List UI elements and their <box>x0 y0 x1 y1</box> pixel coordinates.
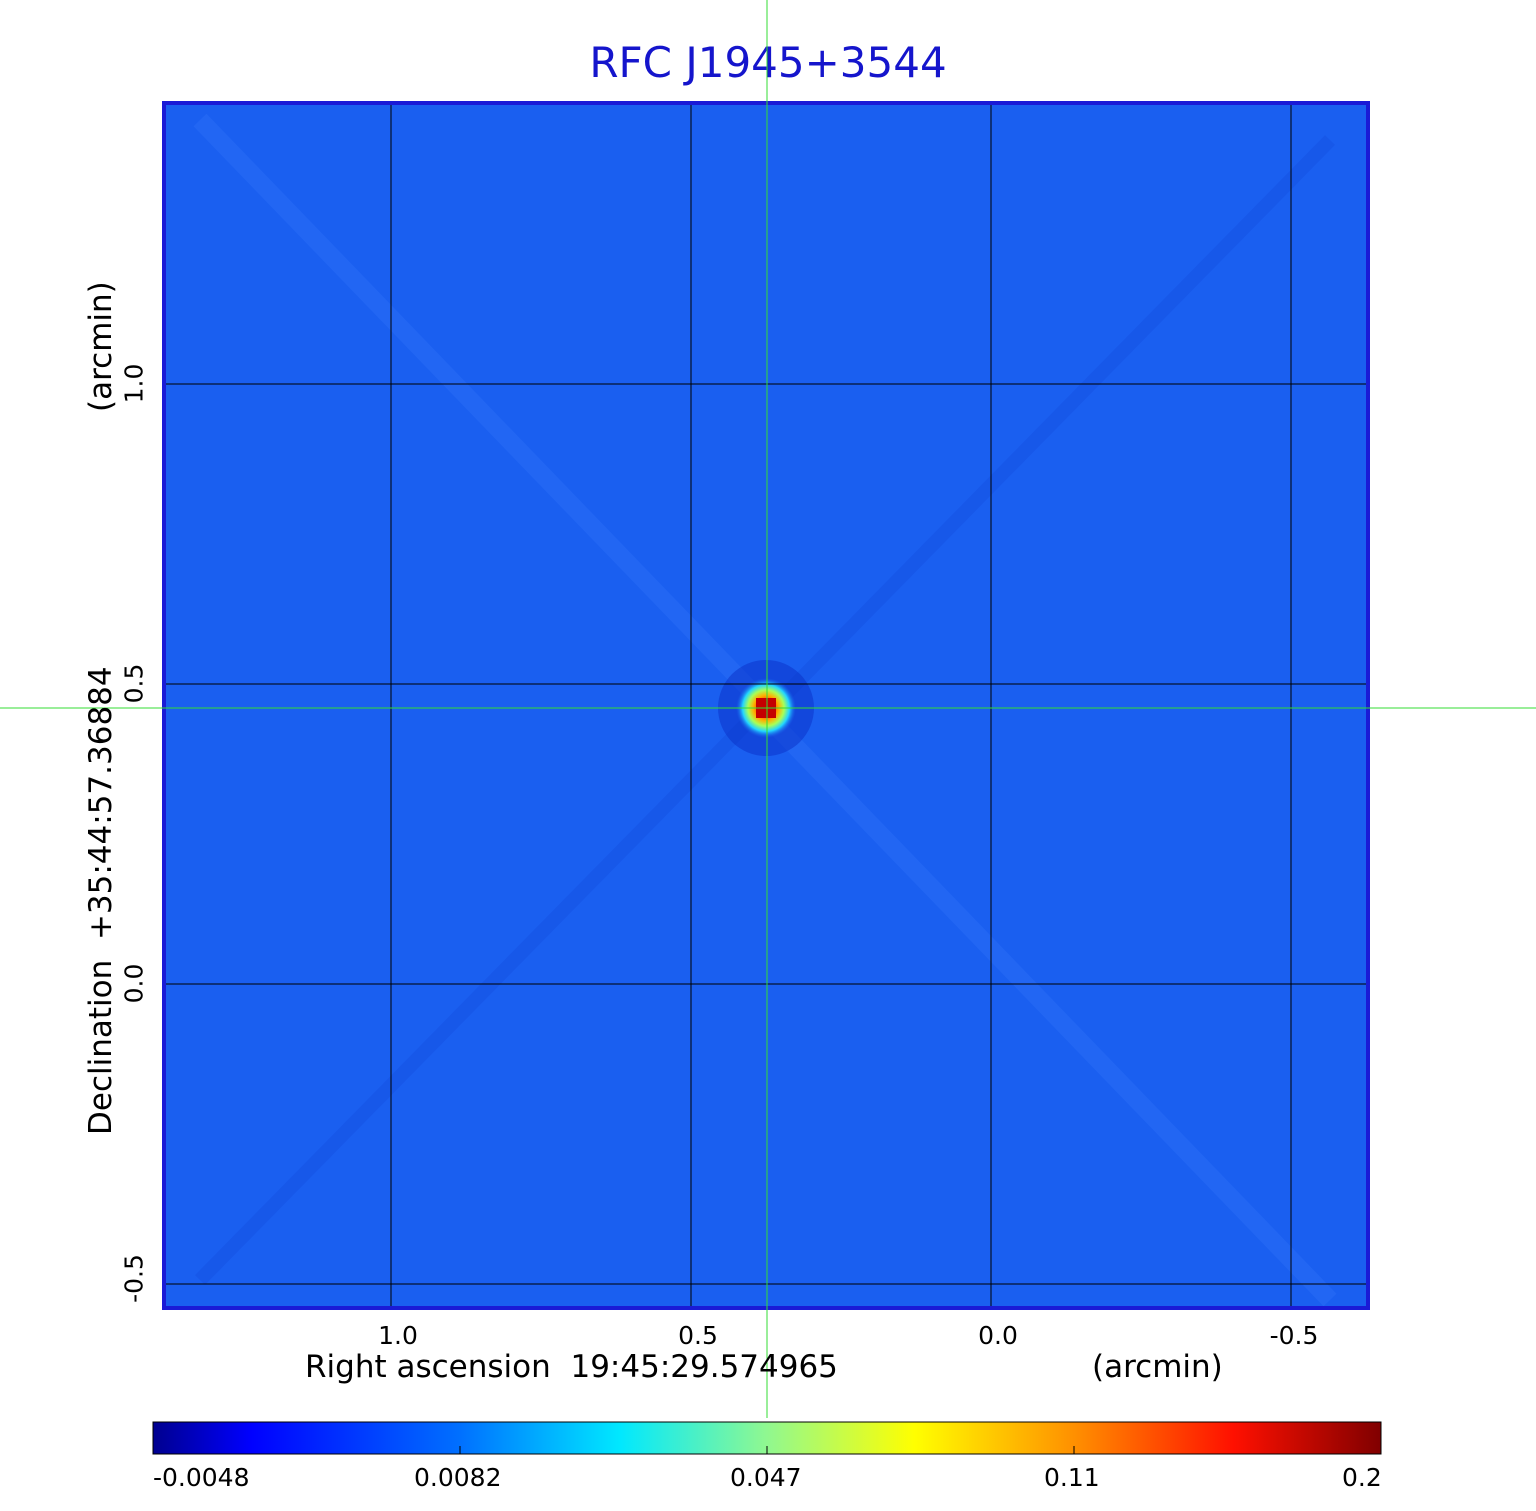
y-tick-label: 0.5 <box>119 663 149 704</box>
x-axis-label: Right ascension 19:45:29.574965 <box>305 1349 838 1385</box>
colorbar-tick-label: 0.047 <box>730 1463 802 1492</box>
x-axis-unit: (arcmin) <box>1092 1349 1223 1385</box>
coordinate-grid <box>164 103 1368 1308</box>
colorbar-tick-label: 0.2 <box>1342 1463 1382 1492</box>
image-title: RFC J1945+3544 <box>589 38 947 87</box>
y-tick-label: 0.0 <box>119 963 149 1004</box>
y-axis-unit: (arcmin) <box>83 281 119 412</box>
colorbar-tick-label: -0.0048 <box>153 1463 250 1492</box>
x-tick-label: -0.5 <box>1269 1321 1319 1350</box>
crosshair <box>0 0 1536 1418</box>
colorbar-tick-label: 0.0082 <box>414 1463 502 1492</box>
x-tick-label: 0.5 <box>678 1321 718 1350</box>
y-axis-label: Declination +35:44:57.36884 <box>83 666 119 1135</box>
x-tick-label: 1.0 <box>378 1321 418 1350</box>
y-tick-label: 1.0 <box>119 363 149 404</box>
x-tick-label: 0.0 <box>978 1321 1018 1350</box>
y-tick-label: -0.5 <box>119 1254 149 1303</box>
colorbar-ticks <box>459 1446 1075 1454</box>
sidelobe-streaks <box>193 113 1337 1307</box>
image-frame <box>162 101 1370 1310</box>
colorbar-tick-label: 0.11 <box>1044 1463 1100 1492</box>
